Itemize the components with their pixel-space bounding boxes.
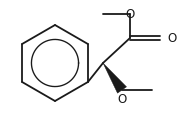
Polygon shape: [103, 63, 127, 93]
Text: O: O: [117, 93, 127, 106]
Text: O: O: [167, 31, 176, 45]
Text: O: O: [125, 8, 135, 20]
